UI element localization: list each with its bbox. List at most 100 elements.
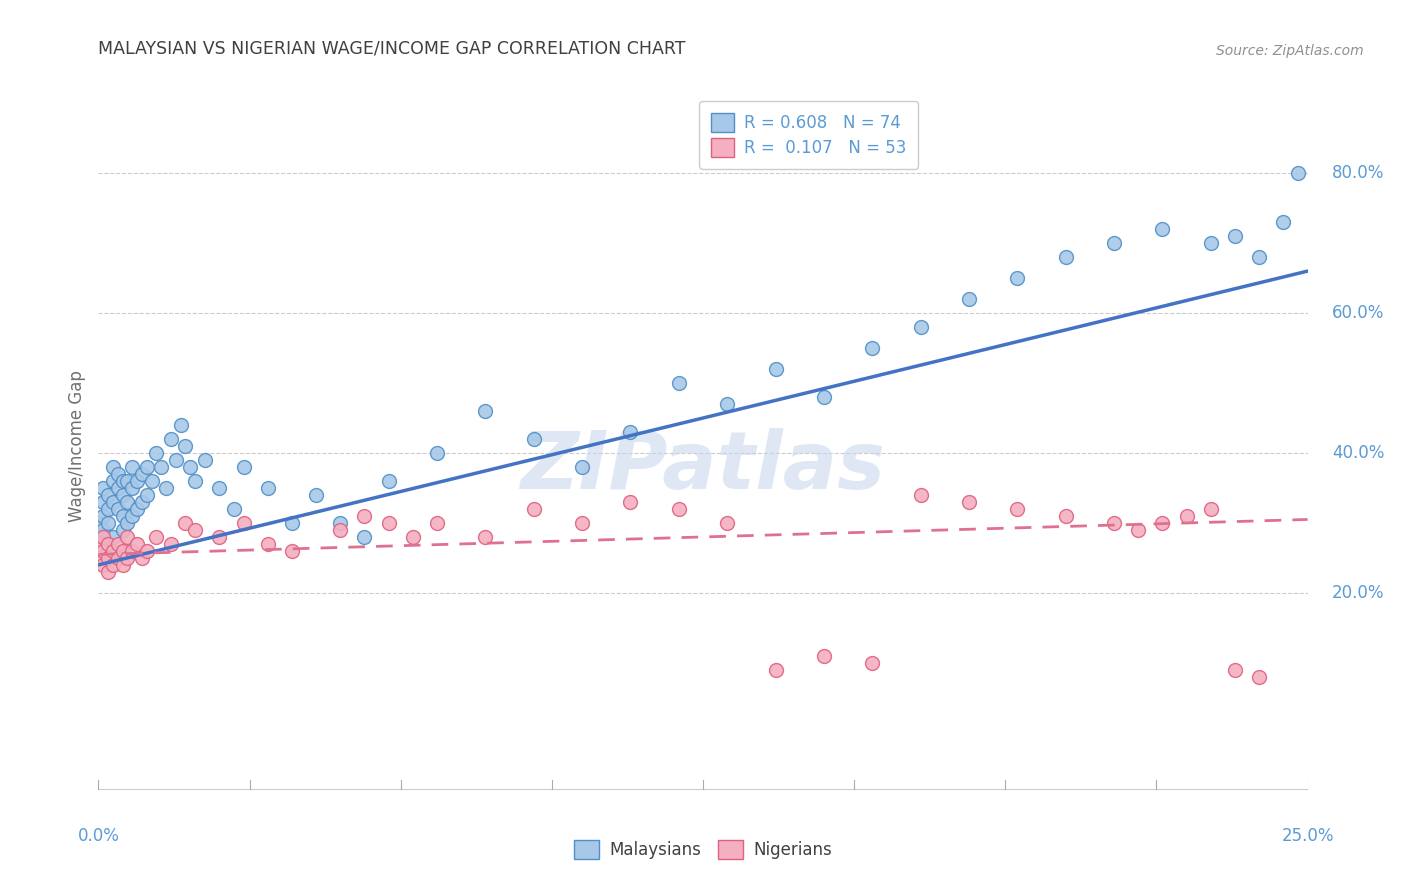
Point <box>402 530 425 544</box>
Point <box>141 474 163 488</box>
Point <box>813 648 835 663</box>
Point <box>353 508 375 523</box>
Point <box>145 530 167 544</box>
Point <box>117 530 139 544</box>
Point <box>91 558 114 572</box>
Point <box>353 530 375 544</box>
Point <box>1223 663 1246 677</box>
Point <box>474 404 496 418</box>
Point <box>91 508 114 523</box>
Text: 0.0%: 0.0% <box>77 827 120 846</box>
Text: MALAYSIAN VS NIGERIAN WAGE/INCOME GAP CORRELATION CHART: MALAYSIAN VS NIGERIAN WAGE/INCOME GAP CO… <box>98 40 686 58</box>
Point <box>97 488 120 502</box>
Point <box>1102 236 1125 251</box>
Point <box>155 481 177 495</box>
Point <box>160 537 183 551</box>
Point <box>1102 516 1125 530</box>
Text: 40.0%: 40.0% <box>1331 444 1384 462</box>
Point <box>1054 250 1077 264</box>
Point <box>97 502 120 516</box>
Point <box>619 495 641 509</box>
Point <box>1249 670 1271 684</box>
Point <box>1007 271 1029 285</box>
Point <box>135 460 157 475</box>
Point <box>97 565 120 579</box>
Point <box>101 495 124 509</box>
Point <box>426 516 449 530</box>
Point <box>957 495 980 509</box>
Point <box>305 488 328 502</box>
Point <box>131 495 153 509</box>
Point <box>765 362 787 376</box>
Point <box>1249 250 1271 264</box>
Point <box>111 488 134 502</box>
Point <box>111 474 134 488</box>
Point <box>131 550 153 565</box>
Point <box>957 292 980 306</box>
Point <box>91 481 114 495</box>
Point <box>91 544 114 558</box>
Point <box>256 481 278 495</box>
Point <box>107 481 129 495</box>
Point <box>127 537 149 551</box>
Point <box>97 537 120 551</box>
Text: 60.0%: 60.0% <box>1331 304 1384 322</box>
Point <box>1152 516 1174 530</box>
Point <box>208 530 231 544</box>
Point <box>1223 229 1246 244</box>
Point <box>101 460 124 475</box>
Point <box>111 558 134 572</box>
Point <box>117 495 139 509</box>
Point <box>101 558 124 572</box>
Point <box>165 453 187 467</box>
Point <box>107 537 129 551</box>
Point <box>87 537 110 551</box>
Point <box>281 516 304 530</box>
Point <box>121 481 143 495</box>
Point <box>474 530 496 544</box>
Point <box>174 516 197 530</box>
Point <box>1272 215 1295 229</box>
Point <box>1175 508 1198 523</box>
Point <box>208 481 231 495</box>
Point <box>329 523 352 537</box>
Point <box>860 656 883 670</box>
Point <box>523 502 546 516</box>
Point <box>256 537 278 551</box>
Point <box>910 488 932 502</box>
Text: ZIPatlas: ZIPatlas <box>520 428 886 507</box>
Point <box>668 502 690 516</box>
Point <box>97 516 120 530</box>
Point <box>135 544 157 558</box>
Point <box>145 446 167 460</box>
Point <box>194 453 217 467</box>
Point <box>1054 508 1077 523</box>
Point <box>765 663 787 677</box>
Text: Source: ZipAtlas.com: Source: ZipAtlas.com <box>1216 44 1364 58</box>
Point <box>716 516 738 530</box>
Point <box>523 432 546 446</box>
Point <box>571 516 593 530</box>
Point <box>87 550 110 565</box>
Point <box>107 467 129 481</box>
Point <box>91 495 114 509</box>
Point <box>1199 236 1222 251</box>
Text: 25.0%: 25.0% <box>1281 827 1334 846</box>
Point <box>101 474 124 488</box>
Point <box>1199 502 1222 516</box>
Point <box>87 516 110 530</box>
Point <box>329 516 352 530</box>
Point <box>281 544 304 558</box>
Point <box>813 390 835 404</box>
Point <box>111 508 134 523</box>
Point <box>97 550 120 565</box>
Point <box>101 530 124 544</box>
Point <box>150 460 173 475</box>
Point <box>121 544 143 558</box>
Text: Wage/Income Gap: Wage/Income Gap <box>67 370 86 522</box>
Point <box>619 425 641 439</box>
Point <box>1128 523 1150 537</box>
Point <box>668 376 690 390</box>
Point <box>117 516 139 530</box>
Point <box>232 460 254 475</box>
